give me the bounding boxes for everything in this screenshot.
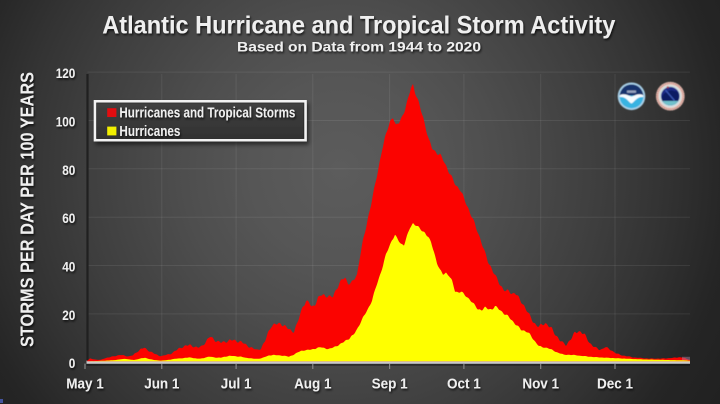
svg-text:Hurricanes: Hurricanes — [119, 124, 180, 140]
svg-text:Dec 1: Dec 1 — [597, 376, 633, 393]
svg-text:100: 100 — [56, 114, 76, 130]
svg-text:Sep 1: Sep 1 — [372, 376, 408, 393]
svg-text:120: 120 — [56, 65, 76, 81]
svg-text:40: 40 — [62, 259, 75, 275]
svg-text:Based on Data from 1944 to 202: Based on Data from 1944 to 2020 — [237, 38, 481, 54]
svg-text:STORMS PER DAY PER 100 YEARS: STORMS PER DAY PER 100 YEARS — [18, 72, 38, 347]
svg-text:20: 20 — [62, 307, 75, 323]
svg-text:Oct 1: Oct 1 — [447, 376, 481, 393]
svg-text:Aug 1: Aug 1 — [294, 376, 332, 393]
svg-text:Hurricanes and Tropical Storms: Hurricanes and Tropical Storms — [119, 106, 295, 122]
svg-text:Jun 1: Jun 1 — [144, 376, 179, 393]
svg-text:0: 0 — [69, 355, 76, 371]
svg-text:60: 60 — [62, 210, 75, 226]
svg-text:May 1: May 1 — [66, 376, 104, 393]
svg-text:Jul 1: Jul 1 — [221, 376, 252, 393]
svg-text:80: 80 — [62, 162, 75, 178]
svg-text:Atlantic Hurricane and Tropica: Atlantic Hurricane and Tropical Storm Ac… — [102, 12, 615, 40]
svg-text:Nov 1: Nov 1 — [522, 376, 559, 393]
